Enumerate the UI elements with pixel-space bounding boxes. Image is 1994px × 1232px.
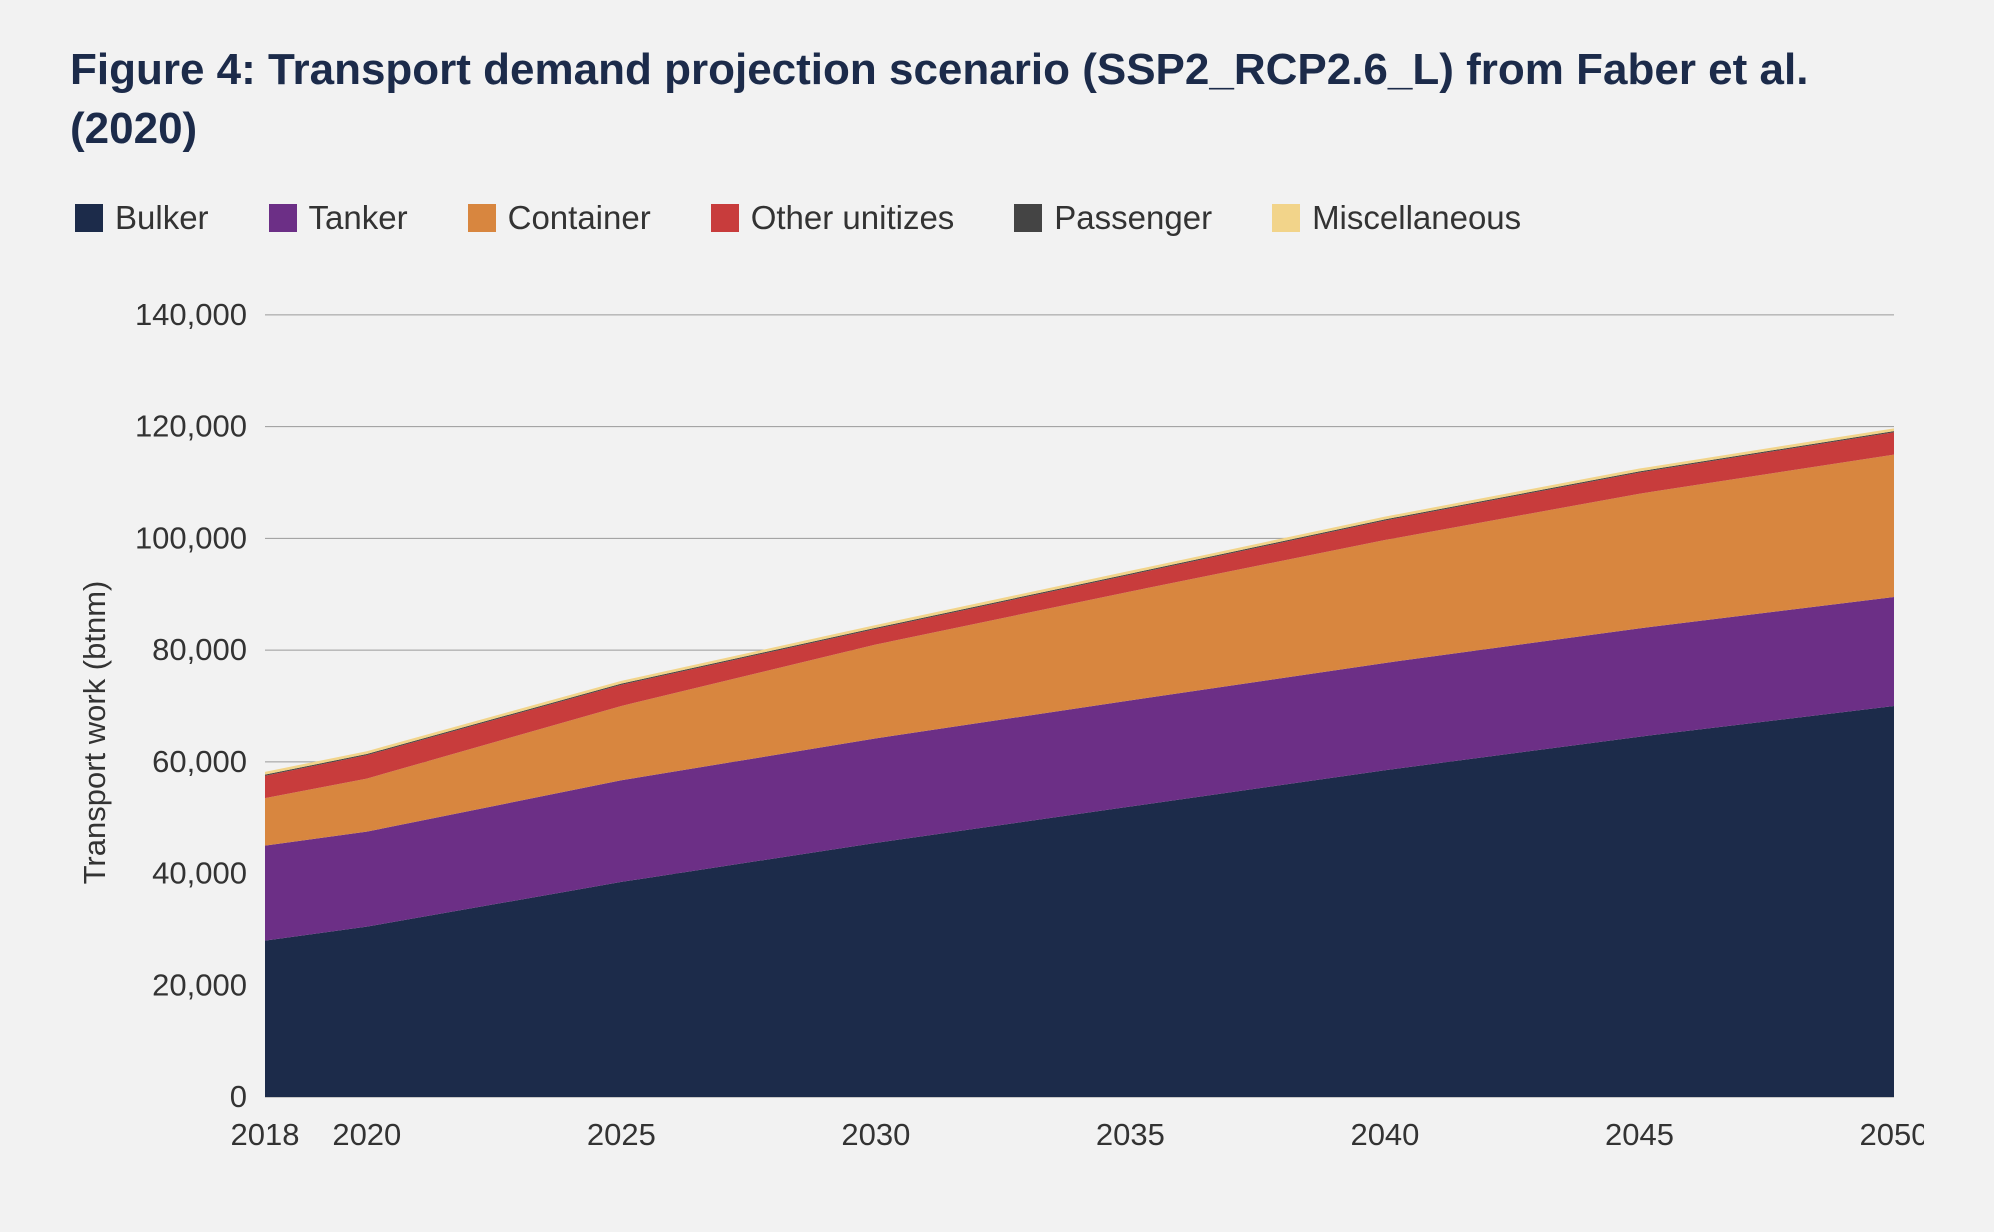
y-tick-label: 100,000 [135, 520, 247, 555]
legend-label: Bulker [115, 199, 209, 237]
x-tick-label: 2045 [1605, 1117, 1674, 1152]
legend-label: Passenger [1054, 199, 1212, 237]
legend-item: Container [468, 199, 651, 237]
y-tick-label: 0 [230, 1079, 247, 1114]
legend-item: Bulker [75, 199, 209, 237]
legend-label: Container [508, 199, 651, 237]
legend-item: Other unitizes [711, 199, 955, 237]
legend-swatch [468, 204, 496, 232]
y-tick-label: 40,000 [152, 855, 247, 890]
y-tick-label: 140,000 [135, 297, 247, 332]
x-tick-label: 2030 [841, 1117, 910, 1152]
legend-swatch [1272, 204, 1300, 232]
figure-title: Figure 4: Transport demand projection sc… [70, 40, 1924, 159]
x-tick-label: 2050 [1860, 1117, 1924, 1152]
legend-swatch [269, 204, 297, 232]
legend-label: Tanker [309, 199, 408, 237]
y-tick-label: 80,000 [152, 632, 247, 667]
legend-item: Tanker [269, 199, 408, 237]
x-tick-label: 2025 [587, 1117, 656, 1152]
legend-label: Miscellaneous [1312, 199, 1521, 237]
y-tick-label: 120,000 [135, 408, 247, 443]
x-tick-label: 2020 [332, 1117, 401, 1152]
legend-swatch [1014, 204, 1042, 232]
x-tick-label: 2040 [1350, 1117, 1419, 1152]
legend-item: Miscellaneous [1272, 199, 1521, 237]
legend: Bulker Tanker Container Other unitizes Passe… [75, 199, 1924, 237]
legend-swatch [75, 204, 103, 232]
y-tick-label: 60,000 [152, 744, 247, 779]
x-tick-label: 2035 [1096, 1117, 1165, 1152]
legend-label: Other unitizes [751, 199, 955, 237]
stacked-area-chart: 0 20,000 40,000 60,000 80,000 100,000 120,000 1… [70, 257, 1924, 1177]
legend-swatch [711, 204, 739, 232]
y-axis-label: Transport work (btnm) [77, 580, 112, 884]
legend-item: Passenger [1014, 199, 1212, 237]
x-tick-label: 2018 [231, 1117, 300, 1152]
y-tick-label: 20,000 [152, 967, 247, 1002]
